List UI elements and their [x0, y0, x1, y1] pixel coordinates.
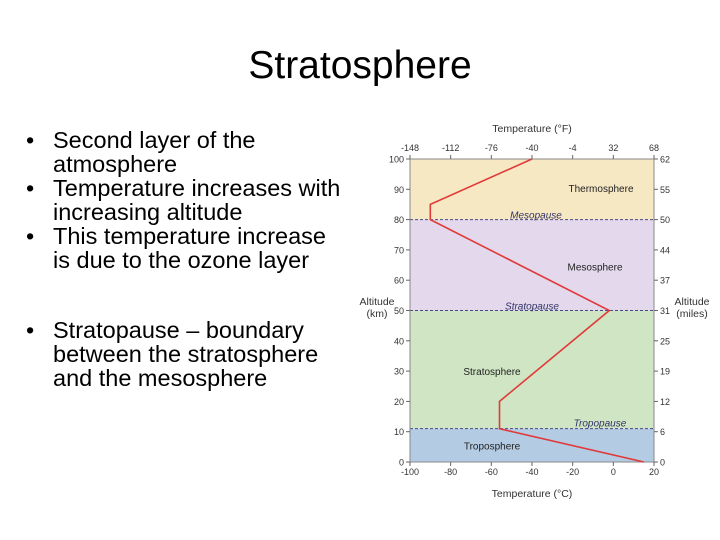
mile-tick-label: 25 — [660, 336, 670, 346]
mile-tick-label: 62 — [660, 155, 670, 165]
mile-tick-label: 19 — [660, 367, 670, 377]
km-tick-label: 0 — [399, 458, 404, 468]
slide-title: Stratosphere — [248, 44, 472, 87]
mile-tick-label: 0 — [660, 458, 665, 468]
celsius-tick-label: 20 — [649, 467, 659, 477]
fahrenheit-tick-label: 32 — [608, 143, 618, 153]
fahrenheit-tick-label: -4 — [569, 143, 577, 153]
km-tick-label: 60 — [394, 276, 404, 286]
fahrenheit-tick-label: -40 — [525, 143, 538, 153]
km-tick-label: 30 — [394, 367, 404, 377]
bullet-item: • Stratopause – boundary between the stra… — [26, 317, 319, 391]
bullet-item: • Second layer of the atmosphere — [26, 127, 256, 177]
boundary-label-mesopause: Mesopause — [510, 211, 562, 222]
boundary-label-stratopause: Stratopause — [505, 302, 559, 313]
celsius-tick-label: -80 — [444, 467, 457, 477]
bullet-text: Temperature increases with increasing al… — [53, 175, 341, 225]
mile-tick-label: 55 — [660, 185, 670, 195]
mile-tick-label: 6 — [660, 427, 665, 437]
bullet-item: • This temperature increase is due to the… — [26, 223, 326, 273]
fahrenheit-tick-label: -76 — [485, 143, 498, 153]
left-axis-title-line1: Altitude — [359, 296, 394, 308]
layer-band-troposphere — [410, 428, 654, 462]
layer-label-troposphere: Troposphere — [464, 441, 521, 452]
atmosphere-diagram: Tropopause Stratopause Mesopause Tropospher… — [352, 118, 714, 504]
top-axis-title: Temperature (°F) — [492, 123, 571, 135]
mile-tick-label: 44 — [660, 245, 670, 255]
layer-band-mesosphere — [410, 219, 654, 311]
bullet-text: Stratopause – boundary between the strat… — [53, 317, 319, 391]
right-axis-title-line1: Altitude — [674, 296, 709, 308]
left-axis-title-line2: (km) — [367, 308, 388, 320]
mile-tick-label: 12 — [660, 397, 670, 407]
celsius-tick-label: -40 — [525, 467, 538, 477]
km-tick-label: 40 — [394, 336, 404, 346]
layer-label-stratosphere: Stratosphere — [463, 367, 521, 378]
celsius-tick-label: -60 — [485, 467, 498, 477]
layer-band-thermosphere — [410, 159, 654, 220]
mile-tick-label: 31 — [660, 306, 670, 316]
atmosphere-diagram-svg: Tropopause Stratopause Mesopause Tropospher… — [359, 123, 709, 500]
bullet-text: This temperature increase is due to the … — [53, 223, 326, 273]
layer-label-mesosphere: Mesosphere — [567, 263, 622, 274]
layer-band-stratosphere — [410, 310, 654, 429]
celsius-tick-label: -20 — [566, 467, 579, 477]
layer-label-thermosphere: Thermosphere — [568, 184, 633, 195]
bullet-text: Second layer of the atmosphere — [53, 127, 256, 177]
right-axis-title-line2: (miles) — [676, 308, 708, 320]
celsius-tick-label: 0 — [611, 467, 616, 477]
km-tick-label: 100 — [389, 155, 404, 165]
km-tick-label: 80 — [394, 215, 404, 225]
boundary-label-tropopause: Tropopause — [574, 419, 627, 430]
fahrenheit-tick-label: -148 — [401, 143, 419, 153]
km-tick-label: 70 — [394, 245, 404, 255]
km-tick-label: 90 — [394, 185, 404, 195]
fahrenheit-tick-label: 68 — [649, 143, 659, 153]
bullet-item: • Temperature increases with increasing a… — [26, 175, 341, 225]
celsius-tick-label: -100 — [401, 467, 419, 477]
km-tick-label: 20 — [394, 397, 404, 407]
bottom-axis-title: Temperature (°C) — [492, 488, 573, 500]
km-tick-label: 10 — [394, 427, 404, 437]
bullet-list: • Second layer of the atmosphere • Tempera… — [26, 128, 346, 390]
km-tick-label: 50 — [394, 306, 404, 316]
fahrenheit-tick-label: -112 — [442, 143, 459, 153]
mile-tick-label: 37 — [660, 276, 670, 286]
temperature-profile-line — [429, 158, 644, 463]
mile-tick-label: 50 — [660, 215, 670, 225]
